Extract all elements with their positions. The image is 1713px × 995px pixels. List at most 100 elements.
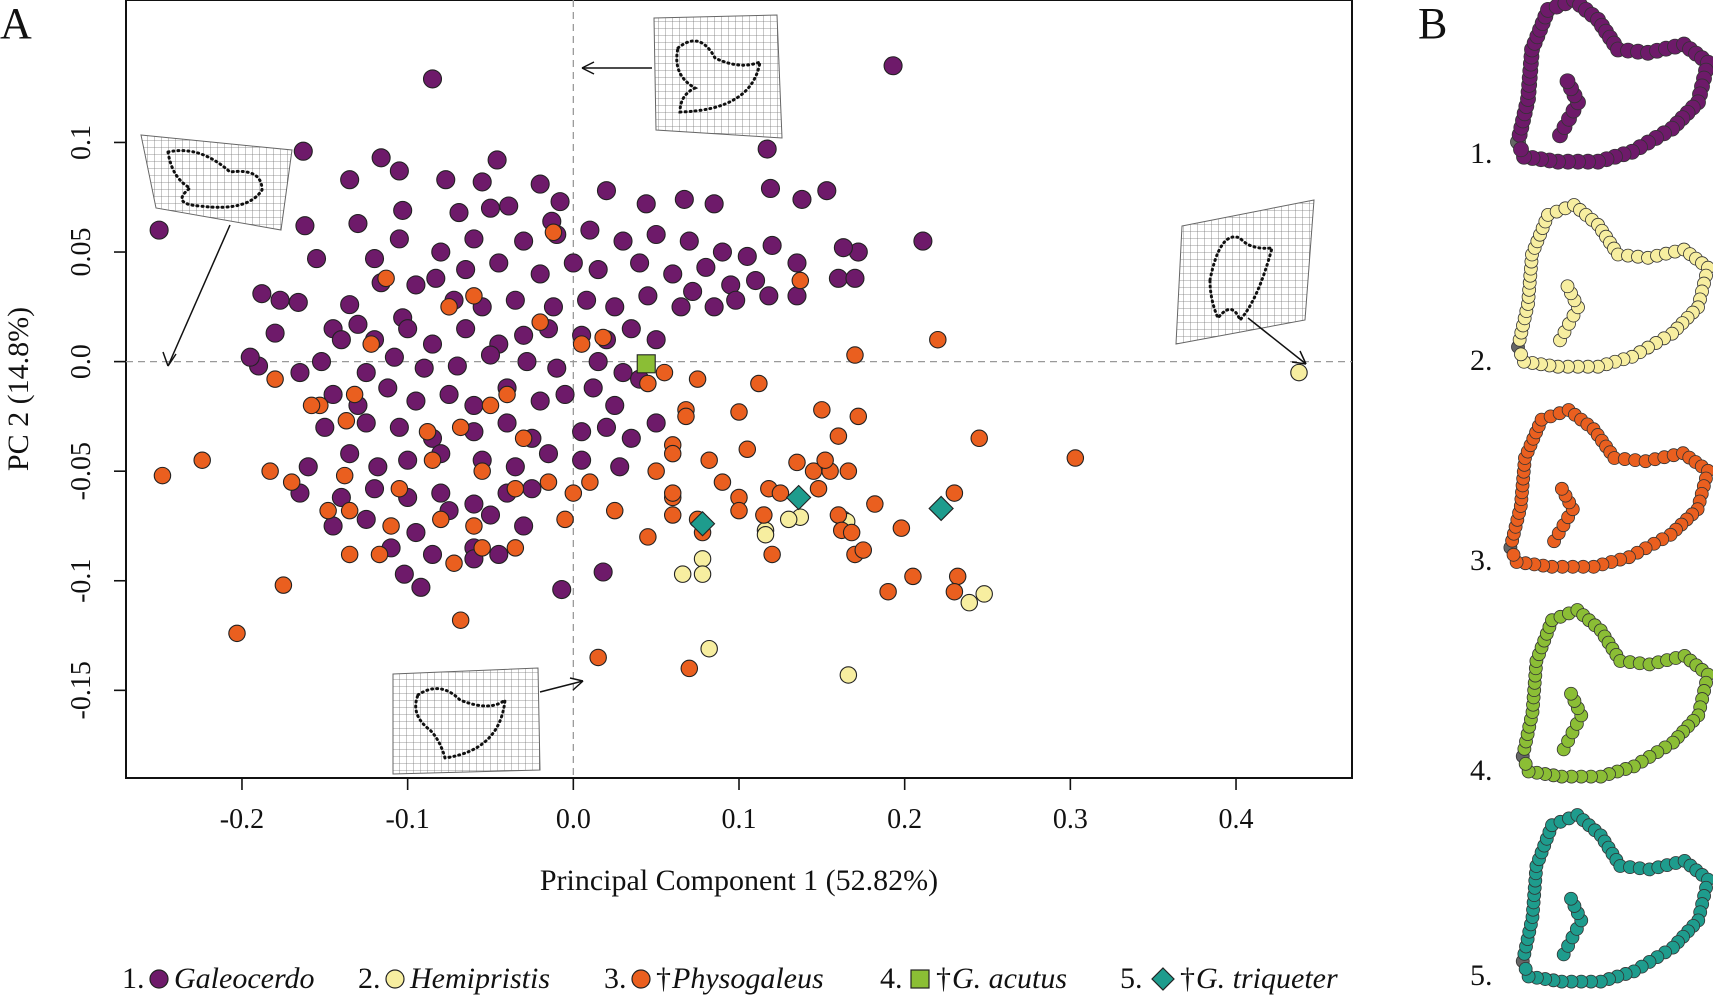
- point-galeocerdo: [499, 196, 519, 216]
- legend-item-hemipristis: 2. Hemipristis: [358, 962, 550, 995]
- outline-landmark: [1554, 481, 1569, 496]
- point-galeocerdo: [414, 358, 434, 378]
- y-tick-label: -0.1: [66, 559, 97, 603]
- point-galeocerdo: [315, 417, 335, 437]
- legend-dagger: †: [936, 962, 951, 995]
- outline-landmark: [1514, 347, 1528, 362]
- point-physogaleus: [945, 484, 964, 502]
- point-physogaleus: [193, 451, 211, 469]
- point-galeocerdo: [398, 450, 418, 470]
- point-physogaleus: [700, 451, 718, 469]
- point-physogaleus: [261, 462, 279, 480]
- point-galeocerdo: [517, 352, 537, 372]
- y-tick-label: 0.0: [66, 344, 97, 379]
- point-physogaleus: [854, 541, 873, 559]
- legend-marker-g-triqueter: [1151, 967, 1175, 991]
- legend-label: Hemipristis: [409, 962, 550, 995]
- point-galeocerdo: [298, 457, 318, 477]
- point-galeocerdo: [613, 231, 633, 251]
- point-galeocerdo: [371, 148, 391, 168]
- point-hemipristis: [693, 550, 712, 568]
- point-physogaleus: [750, 374, 768, 393]
- point-galeocerdo: [331, 330, 351, 350]
- point-galeocerdo: [588, 352, 608, 372]
- point-galeocerdo: [384, 347, 404, 367]
- point-galeocerdo: [630, 253, 650, 273]
- point-galeocerdo: [497, 413, 517, 433]
- point-g-triqueter: [785, 484, 812, 511]
- point-galeocerdo: [464, 494, 484, 514]
- point-hemipristis: [779, 510, 798, 529]
- point-galeocerdo: [787, 253, 807, 273]
- point-galeocerdo: [295, 216, 315, 236]
- point-galeocerdo: [683, 281, 703, 302]
- point-physogaleus: [337, 412, 356, 430]
- point-galeocerdo: [757, 139, 777, 159]
- point-physogaleus: [390, 479, 409, 498]
- point-physogaleus: [498, 385, 516, 404]
- legend-label: G. triqueter: [1196, 962, 1338, 995]
- panel-letter-a: A: [0, 0, 32, 48]
- outline-landmark: [1560, 279, 1575, 294]
- point-galeocerdo: [389, 229, 409, 249]
- point-galeocerdo: [596, 417, 617, 437]
- point-physogaleus: [564, 484, 583, 502]
- point-galeocerdo: [323, 384, 343, 405]
- point-galeocerdo: [621, 428, 641, 448]
- shape-number-1: 1.: [1470, 137, 1493, 170]
- x-axis-title: Principal Component 1 (52.82%): [540, 864, 938, 897]
- point-physogaleus: [904, 567, 922, 586]
- point-physogaleus: [663, 444, 682, 463]
- point-physogaleus: [639, 528, 657, 546]
- point-hemipristis: [1290, 363, 1308, 382]
- point-physogaleus: [589, 648, 607, 667]
- point-physogaleus: [842, 523, 861, 542]
- point-physogaleus: [473, 462, 491, 480]
- point-galeocerdo: [746, 270, 766, 291]
- point-galeocerdo: [447, 356, 467, 376]
- legend-number: 1.: [122, 962, 145, 995]
- point-galeocerdo: [787, 286, 807, 306]
- point-physogaleus: [663, 506, 682, 524]
- point-galeocerdo: [577, 290, 597, 310]
- point-physogaleus: [945, 582, 964, 601]
- point-physogaleus: [440, 298, 458, 316]
- point-hemipristis: [975, 585, 993, 603]
- point-galeocerdo: [149, 220, 169, 240]
- point-galeocerdo: [464, 395, 484, 415]
- outline-landmark: [1564, 686, 1578, 701]
- legend-item-physogaleus: 3. † Physogaleus: [604, 962, 824, 995]
- point-galeocerdo: [514, 231, 534, 251]
- point-galeocerdo: [439, 384, 459, 405]
- point-galeocerdo: [530, 264, 550, 284]
- point-physogaleus: [362, 335, 380, 353]
- point-galeocerdo: [817, 181, 837, 201]
- point-galeocerdo: [340, 444, 360, 464]
- y-axis: -0.15 -0.1 -0.05 0.0 0.05 0.1: [66, 125, 126, 720]
- point-physogaleus: [892, 519, 911, 537]
- legend-item-g-acutus: 4. † G. acutus: [880, 962, 1067, 995]
- point-physogaleus: [639, 374, 657, 393]
- point-physogaleus: [663, 484, 682, 502]
- legend-dagger: †: [1180, 962, 1195, 995]
- point-galeocerdo: [737, 246, 757, 266]
- point-physogaleus: [829, 506, 848, 524]
- point-galeocerdo: [356, 363, 376, 383]
- x-tick-label: 0.3: [1053, 804, 1088, 835]
- point-physogaleus: [680, 659, 699, 678]
- point-physogaleus: [465, 287, 483, 305]
- point-galeocerdo: [646, 224, 666, 245]
- point-galeocerdo: [580, 220, 600, 240]
- outline-landmark: [1564, 891, 1578, 906]
- legend: 1. Galeocerdo 2. Hemipristis 3. † Physog…: [122, 962, 1338, 995]
- point-physogaleus: [465, 517, 483, 535]
- y-tick-label: -0.15: [66, 661, 97, 719]
- outline-landmark: [1518, 756, 1533, 771]
- point-physogaleus: [816, 451, 834, 469]
- point-galeocerdo: [530, 391, 550, 411]
- point-physogaleus: [382, 517, 400, 535]
- point-galeocerdo: [605, 395, 625, 415]
- legend-number: 3.: [604, 962, 627, 995]
- point-physogaleus: [432, 510, 450, 529]
- point-galeocerdo: [252, 284, 272, 304]
